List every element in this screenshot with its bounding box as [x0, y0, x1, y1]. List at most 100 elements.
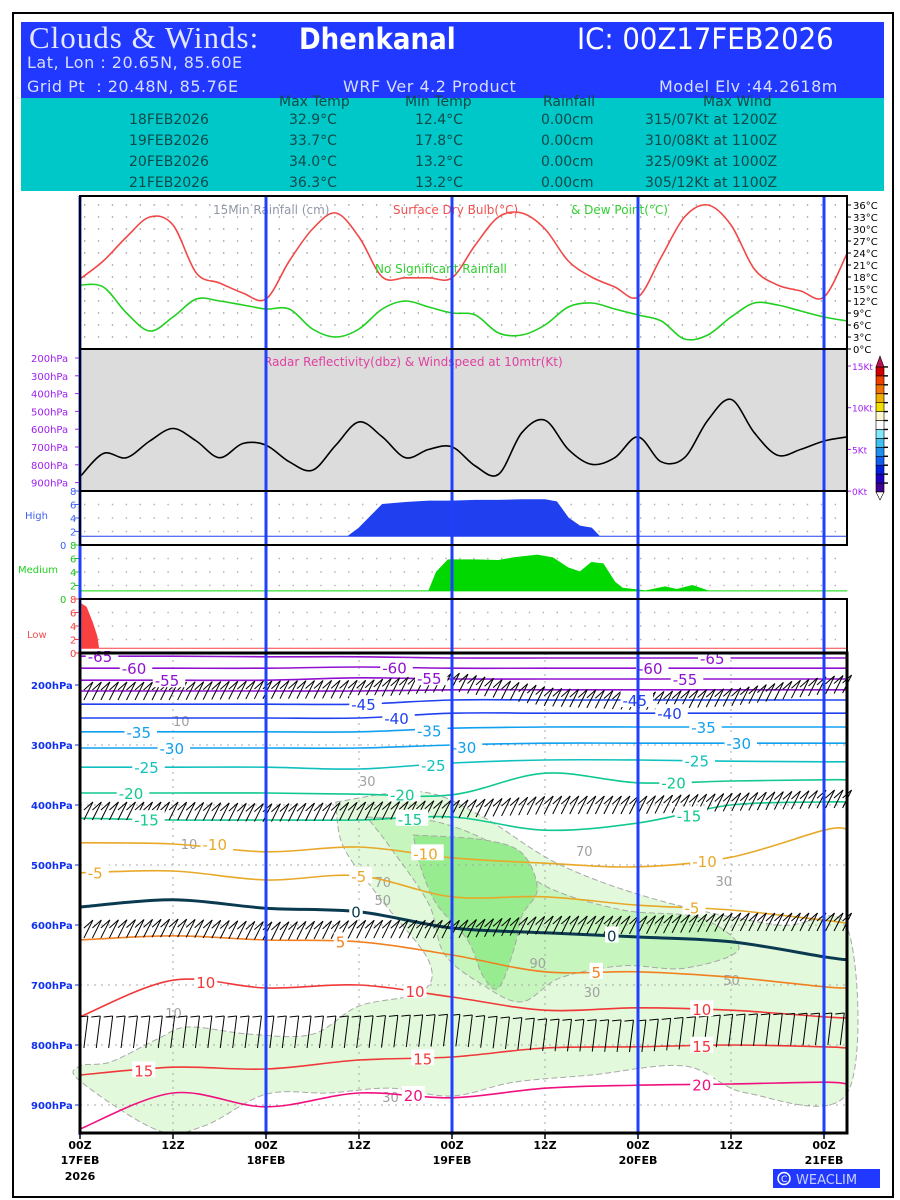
- rh-contour-label: 50: [375, 894, 392, 909]
- isotherm-label-bg: [670, 670, 704, 686]
- wind-barb: [211, 681, 222, 700]
- initial-condition: IC: 00Z17FEB2026: [577, 22, 834, 56]
- isotherm-line: [80, 772, 848, 798]
- wind-barb: [83, 681, 94, 701]
- wind-barb: [688, 689, 699, 699]
- table-row: 20FEB2026 34.0°C 13.2°C 0.00cm 325/09Kt …: [21, 154, 884, 174]
- wind-barb: [313, 920, 324, 940]
- wind-barb: [661, 1017, 671, 1020]
- wind-barb: [364, 801, 375, 821]
- wind-barb: [126, 919, 136, 938]
- wind-barb: [83, 919, 94, 939]
- wind-barb: [612, 690, 622, 700]
- wind-barb: [671, 914, 682, 934]
- wind-barb: [177, 918, 187, 928]
- copyright-icon: [777, 1171, 791, 1186]
- isotherm-label-bg: [124, 722, 157, 739]
- wind-barb: [791, 912, 801, 932]
- wind-barb: [731, 792, 742, 802]
- wind-barb: [535, 686, 546, 705]
- wind-barb: [484, 678, 494, 697]
- lat-lon: Lat, Lon : 20.65N, 85.60E: [27, 53, 243, 72]
- wind-barb: [185, 802, 196, 821]
- wind-barb: [368, 1015, 374, 1048]
- wind-barb: [168, 918, 179, 938]
- isotherm-line: [79, 1081, 848, 1130]
- wind-barb: [654, 915, 665, 924]
- wind-barb: [550, 1018, 560, 1021]
- wind-barb: [117, 919, 128, 929]
- isotherm-line: [79, 898, 848, 962]
- wind-barb: [424, 919, 435, 939]
- isotherm-label-bg: [152, 671, 186, 688]
- wind-barb: [833, 789, 844, 809]
- wind-barb: [774, 912, 784, 922]
- pressure-axis-label: 600hPa: [31, 921, 73, 932]
- wind-barb: [185, 919, 196, 928]
- table-row: 19FEB2026 33.7°C 17.8°C 0.00cm 310/08Kt …: [21, 133, 884, 153]
- wind-barb: [748, 685, 759, 704]
- wind-barb: [380, 1015, 386, 1048]
- wind-barb: [475, 798, 486, 818]
- wind-barb: [438, 1013, 448, 1016]
- wind-barb: [109, 801, 119, 821]
- wind-barb: [313, 920, 324, 930]
- wind-barb: [356, 919, 367, 929]
- pressure-axis-label: 700hPa: [31, 981, 73, 992]
- wind-barb: [827, 1012, 833, 1046]
- wind-barb: [705, 913, 716, 933]
- isotherm-line: [80, 676, 848, 682]
- wind-barb: [134, 801, 145, 811]
- wind-barb: [748, 1013, 758, 1016]
- wind-barb: [458, 799, 469, 819]
- temp-axis-label: 33°C: [853, 213, 878, 224]
- wind-barb: [756, 791, 767, 811]
- wind-barb: [577, 795, 588, 805]
- wind-barb: [833, 675, 844, 684]
- wind-barb: [92, 681, 102, 691]
- wind-barb: [393, 1015, 399, 1048]
- wind-barb: [245, 680, 256, 690]
- wind-barb: [100, 681, 111, 691]
- wind-barb: [126, 681, 136, 701]
- wind-barb: [808, 912, 818, 922]
- pressure-axis-label: 500hPa: [31, 407, 68, 418]
- wind-barb: [330, 680, 341, 689]
- wind-barb: [525, 1017, 535, 1020]
- wind-barb: [492, 917, 503, 927]
- wind-barb: [646, 795, 656, 814]
- wind-barb: [153, 1015, 163, 1018]
- wind-barb: [663, 794, 673, 804]
- wind-barb: [535, 916, 546, 935]
- wind-barb: [492, 798, 503, 817]
- wind-barb: [416, 800, 426, 810]
- wind-barb: [798, 1012, 808, 1015]
- wind-barb: [109, 681, 119, 691]
- wind-barb: [202, 919, 213, 939]
- isotherm-label-bg: [333, 932, 348, 949]
- wind-barb: [799, 678, 810, 698]
- wind-barb: [537, 1018, 547, 1021]
- wind-barb: [825, 675, 835, 695]
- isotherm-label-bg: [349, 867, 373, 884]
- x-tick-label: 12Z: [719, 1139, 742, 1152]
- isotherm-label: -60: [122, 660, 147, 678]
- wind-barb: [518, 683, 528, 693]
- colorbar-swatch: [875, 402, 885, 412]
- isotherm-label: -30: [160, 740, 185, 758]
- wind-barb: [517, 1017, 523, 1050]
- wind-barb: [808, 790, 818, 809]
- wind-barb: [697, 689, 708, 698]
- wind-barb: [714, 688, 725, 698]
- colorbar-swatch: [875, 473, 885, 484]
- wind-barb: [91, 1015, 101, 1018]
- windspeed-axis-label: 5Kt: [852, 446, 868, 456]
- wind-barb: [620, 915, 631, 925]
- wind-barb: [595, 689, 605, 699]
- wind-barb: [509, 917, 520, 926]
- temp-axis-label: 36°C: [853, 201, 878, 212]
- wind-barb: [765, 912, 776, 932]
- wind-barb: [245, 803, 256, 812]
- row-max-temp: 32.9°C: [289, 112, 337, 128]
- x-date-label: 20FEB: [619, 1154, 658, 1167]
